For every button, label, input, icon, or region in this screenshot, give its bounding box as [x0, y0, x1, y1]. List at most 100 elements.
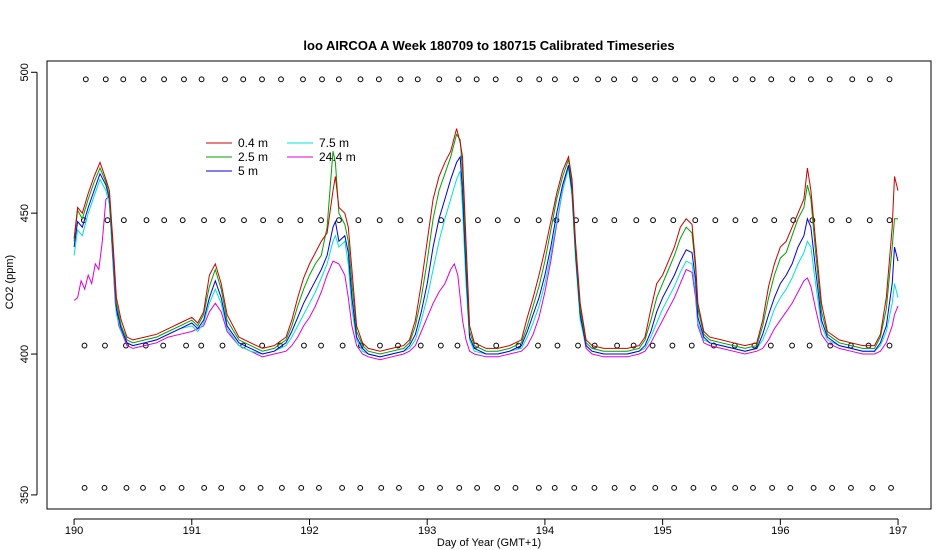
calibration-marker — [595, 76, 601, 83]
calibration-marker — [397, 217, 404, 224]
calibration-marker — [672, 76, 679, 83]
calibration-marker — [260, 217, 267, 224]
calibration-marker — [554, 342, 561, 349]
calibration-marker — [316, 484, 322, 491]
calibration-marker — [198, 342, 205, 349]
calibration-marker — [671, 484, 678, 491]
calibration-marker — [828, 217, 835, 224]
calibration-marker — [336, 217, 342, 224]
calibration-marker — [437, 484, 443, 491]
calibration-marker — [198, 76, 205, 83]
calibration-marker — [826, 76, 833, 83]
calibration-marker — [140, 484, 146, 491]
calibration-marker — [397, 76, 404, 83]
calibration-marker — [277, 217, 284, 224]
calibration-marker — [183, 342, 189, 349]
calibration-marker — [650, 217, 656, 224]
calibration-marker — [355, 217, 362, 224]
calibration-marker — [571, 484, 578, 491]
series-line-7-5-m — [73, 167, 899, 358]
calibration-marker — [633, 217, 640, 224]
calibration-marker — [357, 484, 364, 491]
calibration-marker — [771, 217, 778, 224]
calibration-marker — [378, 484, 385, 491]
calibration-marker — [181, 76, 187, 83]
calibration-marker — [219, 342, 226, 349]
calibration-marker — [160, 342, 167, 349]
calibration-marker — [848, 484, 854, 491]
calibration-marker — [630, 484, 636, 491]
calibration-marker — [652, 484, 659, 491]
x-tick-label: 197 — [889, 525, 907, 537]
calibration-marker — [241, 217, 247, 224]
calibration-marker — [591, 217, 598, 224]
calibration-marker — [690, 76, 696, 83]
y-axis-label: CO2 (ppm) — [4, 255, 16, 309]
calibration-marker — [436, 76, 443, 83]
calibration-marker — [414, 76, 421, 83]
calibration-marker — [866, 217, 873, 224]
calibration-marker — [806, 342, 813, 349]
calibration-marker — [494, 217, 501, 224]
calibration-marker — [240, 76, 247, 83]
x-tick-label: 195 — [653, 525, 671, 537]
legend-entry-label: 5 m — [238, 164, 258, 178]
calibration-marker — [690, 484, 697, 491]
calibration-marker — [493, 342, 500, 349]
chart-title: loo AIRCOA A Week 180709 to 180715 Calib… — [303, 38, 674, 53]
calibration-marker — [257, 484, 264, 491]
calibration-marker — [630, 342, 637, 349]
calibration-marker — [218, 484, 225, 491]
legend-entry-label: 0.4 m — [238, 136, 268, 150]
calibration-marker — [536, 76, 543, 83]
calibration-marker — [335, 76, 342, 83]
calibration-marker — [575, 342, 581, 349]
calibration-marker — [669, 342, 676, 349]
calibration-marker — [161, 217, 168, 224]
legend-entry-label: 24.4 m — [319, 150, 356, 164]
calibration-marker — [201, 217, 207, 224]
calibration-marker — [866, 76, 873, 83]
calibration-marker — [849, 76, 856, 83]
calibration-marker — [514, 217, 521, 224]
legend: 0.4 m2.5 m5 m 7.5 m24.4 m — [206, 136, 356, 178]
calibration-marker — [417, 342, 424, 349]
calibration-marker — [751, 217, 758, 224]
calibration-marker — [551, 484, 558, 491]
calibration-marker — [102, 76, 109, 83]
calibration-marker — [395, 342, 401, 349]
series-line-2-5-m — [73, 133, 898, 355]
calibration-marker — [611, 217, 618, 224]
calibration-marker — [886, 76, 893, 83]
calibration-marker — [670, 217, 677, 224]
calibration-marker — [869, 484, 876, 491]
calibration-marker — [573, 76, 579, 83]
calibration-marker — [611, 76, 617, 83]
calibration-marker — [82, 76, 89, 83]
calibration-marker — [81, 342, 88, 349]
calibration-marker — [886, 342, 893, 349]
calibration-marker — [551, 76, 558, 83]
calibration-marker — [712, 217, 719, 224]
calibration-marker — [102, 342, 108, 349]
calibration-marker — [808, 76, 814, 83]
calibration-marker — [535, 342, 541, 349]
series-line-5-m — [73, 155, 899, 358]
calibration-marker — [318, 217, 324, 224]
x-tick-label: 196 — [771, 525, 789, 537]
y-tick-label: 400 — [19, 345, 31, 363]
calibration-marker — [239, 484, 246, 491]
calibration-marker — [732, 217, 739, 224]
series-line-24-4-m — [73, 165, 899, 361]
calibration-marker — [789, 76, 796, 83]
calibration-marker — [474, 484, 481, 491]
axes: 190 191 192 193 194 195 196 197 350 400 450 500 — [19, 63, 907, 537]
calibration-marker — [810, 484, 817, 491]
calibration-marker — [692, 217, 699, 224]
calibration-marker — [377, 342, 383, 349]
calibration-marker — [357, 76, 364, 83]
legend-entry-label: 7.5 m — [319, 136, 349, 150]
calibration-marker — [298, 484, 305, 491]
calibration-marker — [494, 484, 501, 491]
